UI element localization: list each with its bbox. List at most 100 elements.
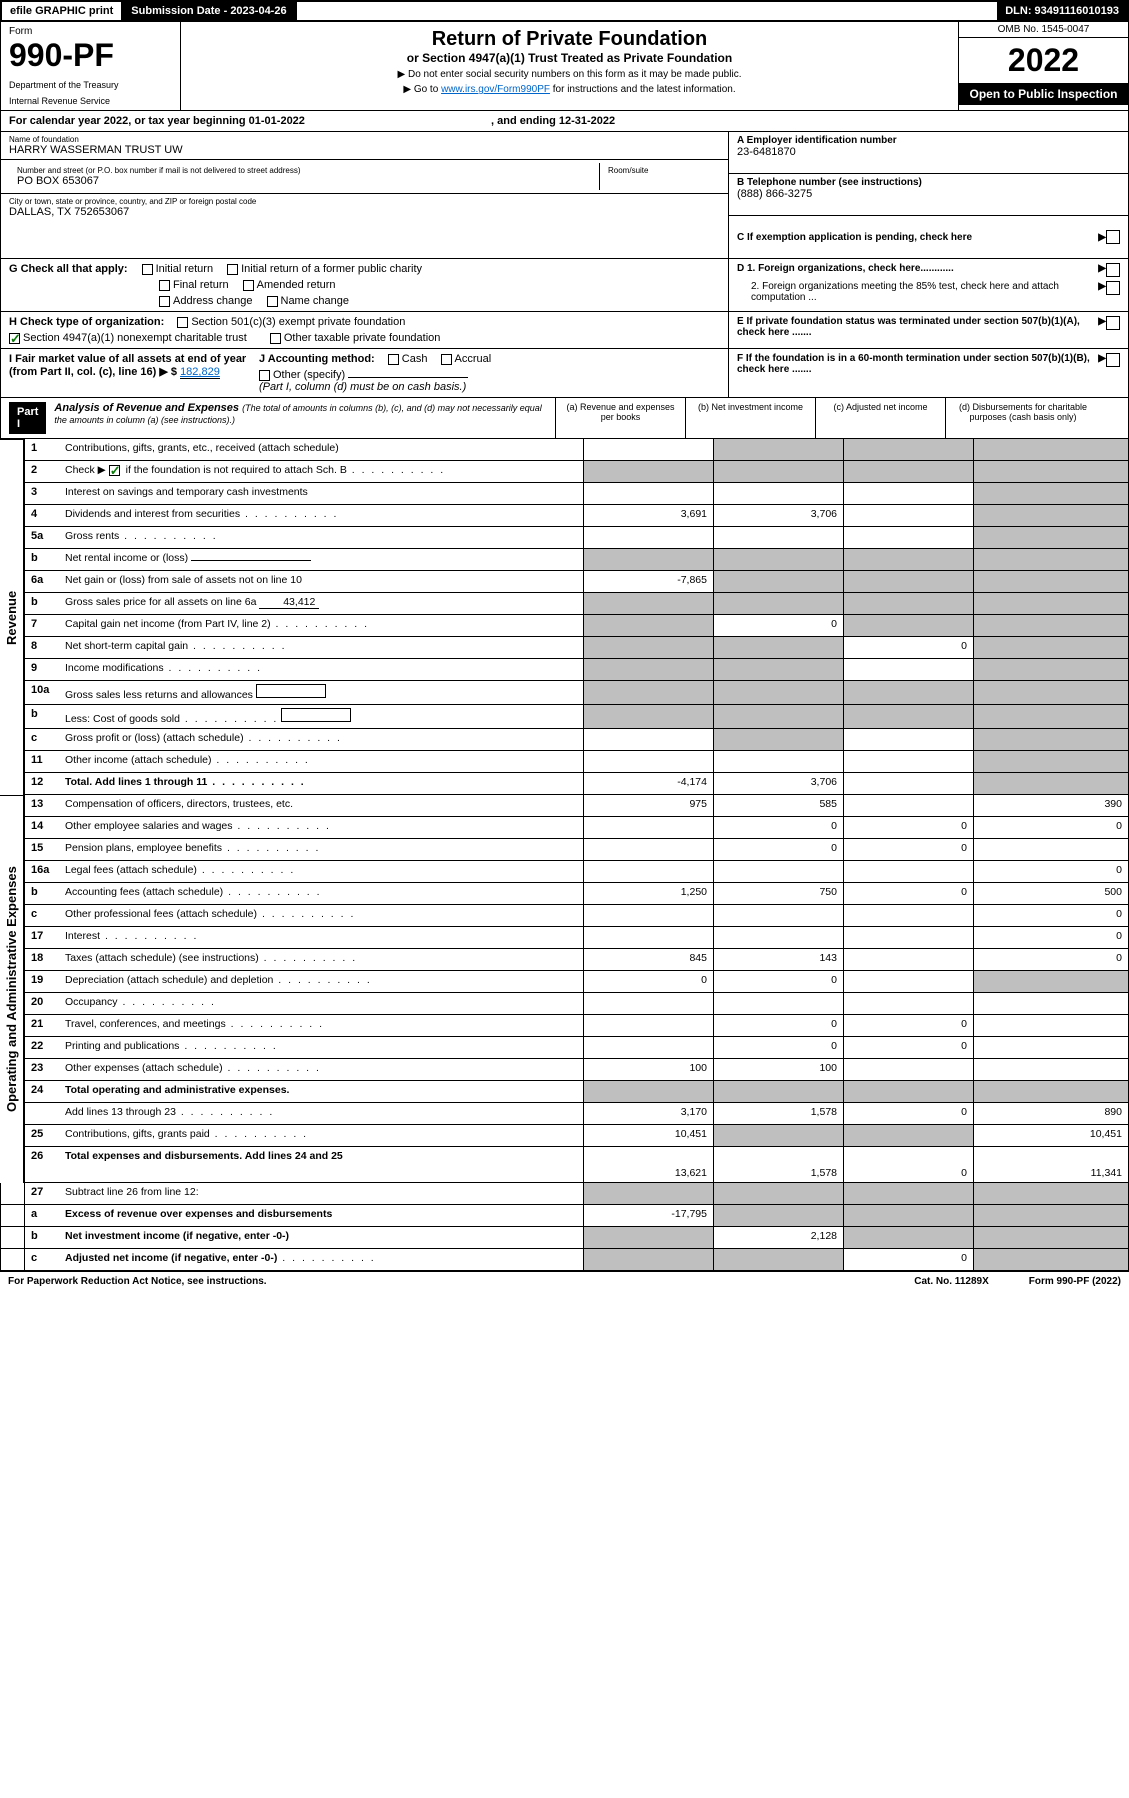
room-label: Room/suite (608, 166, 712, 175)
g-section: G Check all that apply: Initial return I… (0, 259, 1129, 312)
name-label: Name of foundation (9, 135, 720, 144)
h3-checkbox[interactable] (270, 333, 281, 344)
f-section: F If the foundation is in a 60-month ter… (728, 349, 1128, 397)
l3: Interest on savings and temporary cash i… (61, 483, 583, 504)
j-other-checkbox[interactable] (259, 370, 270, 381)
l16b: Accounting fees (attach schedule) (61, 883, 583, 904)
goto-pre: ▶ Go to (403, 84, 441, 95)
ij-section: I Fair market value of all assets at end… (0, 349, 1129, 398)
g-initial-public: Initial return of a former public charit… (241, 263, 422, 275)
e-label: E If private foundation status was termi… (737, 316, 1098, 338)
calendar-year-row: For calendar year 2022, or tax year begi… (0, 111, 1129, 132)
city-label: City or town, state or province, country… (9, 197, 720, 206)
i-value[interactable]: 182,829 (180, 366, 220, 379)
l5b: Net rental income or (loss) (61, 549, 583, 570)
entity-info: Name of foundation HARRY WASSERMAN TRUST… (0, 132, 1129, 259)
goto-post: for instructions and the latest informat… (550, 84, 736, 95)
g-final-checkbox[interactable] (159, 280, 170, 291)
l18: Taxes (attach schedule) (see instruction… (61, 949, 583, 970)
d2-checkbox[interactable] (1106, 281, 1120, 295)
c-checkbox[interactable] (1106, 230, 1120, 244)
top-bar: efile GRAPHIC print Submission Date - 20… (0, 0, 1129, 22)
g-name-checkbox[interactable] (267, 296, 278, 307)
d1-checkbox[interactable] (1106, 263, 1120, 277)
dept-irs: Internal Revenue Service (9, 96, 172, 106)
address-row: Number and street (or P.O. box number if… (1, 160, 728, 194)
h2-checkbox[interactable] (9, 333, 20, 344)
g-name: Name change (281, 295, 350, 307)
l20: Occupancy (61, 993, 583, 1014)
l10a: Gross sales less returns and allowances (61, 681, 583, 704)
l12: Total. Add lines 1 through 11 (61, 773, 583, 794)
l7: Capital gain net income (from Part IV, l… (61, 615, 583, 636)
footer-left: For Paperwork Reduction Act Notice, see … (8, 1276, 267, 1287)
revenue-label: Revenue (0, 439, 24, 795)
h-section: H Check type of organization: Section 50… (0, 312, 1129, 349)
l19: Depreciation (attach schedule) and deple… (61, 971, 583, 992)
ein-row: A Employer identification number 23-6481… (729, 132, 1128, 174)
foundation-name: HARRY WASSERMAN TRUST UW (9, 144, 720, 156)
l13: Compensation of officers, directors, tru… (61, 795, 583, 816)
form-subtitle: or Section 4947(a)(1) Trust Treated as P… (187, 51, 952, 65)
e-checkbox[interactable] (1106, 316, 1120, 330)
g-initial: Initial return (156, 263, 213, 275)
g-amended-checkbox[interactable] (243, 280, 254, 291)
l6b: Gross sales price for all assets on line… (61, 593, 583, 614)
form-number: 990-PF (9, 37, 172, 74)
l25: Contributions, gifts, grants paid (61, 1125, 583, 1146)
l16a: Legal fees (attach schedule) (61, 861, 583, 882)
j-cash: Cash (402, 353, 428, 365)
city-row: City or town, state or province, country… (1, 194, 728, 221)
h1-checkbox[interactable] (177, 317, 188, 328)
j-note: (Part I, column (d) must be on cash basi… (259, 381, 720, 393)
col-b-header: (b) Net investment income (685, 398, 815, 438)
form-header: Form 990-PF Department of the Treasury I… (0, 22, 1129, 111)
expenses-section: Operating and Administrative Expenses 13… (0, 795, 1129, 1183)
goto-note: ▶ Go to www.irs.gov/Form990PF for instru… (187, 84, 952, 95)
efile-print-button[interactable]: efile GRAPHIC print (2, 2, 123, 20)
g-address-checkbox[interactable] (159, 296, 170, 307)
form-label: Form (9, 26, 172, 37)
l27c: Adjusted net income (if negative, enter … (61, 1249, 583, 1270)
instructions-link[interactable]: www.irs.gov/Form990PF (441, 84, 550, 95)
l17: Interest (61, 927, 583, 948)
d1-label: D 1. Foreign organizations, check here..… (737, 263, 1098, 277)
l26: Total expenses and disbursements. Add li… (61, 1147, 583, 1182)
l21: Travel, conferences, and meetings (61, 1015, 583, 1036)
h3: Other taxable private foundation (284, 332, 441, 344)
dln: DLN: 93491116010193 (997, 2, 1127, 20)
foundation-name-row: Name of foundation HARRY WASSERMAN TRUST… (1, 132, 728, 160)
omb-number: OMB No. 1545-0047 (959, 22, 1128, 38)
revenue-section: Revenue 1Contributions, gifts, grants, e… (0, 439, 1129, 795)
tax-year: 2022 (959, 38, 1128, 83)
g-amended: Amended return (257, 279, 336, 291)
arrow-icon: ▶ (1098, 232, 1106, 243)
ein: 23-6481870 (737, 146, 1120, 158)
l8: Net short-term capital gain (61, 637, 583, 658)
parti-header-row: Part I Analysis of Revenue and Expenses … (0, 398, 1129, 439)
j-accrual-checkbox[interactable] (441, 354, 452, 365)
g-initial-public-checkbox[interactable] (227, 264, 238, 275)
dept-treasury: Department of the Treasury (9, 80, 172, 90)
calyear-begin: For calendar year 2022, or tax year begi… (9, 115, 305, 127)
l2-checkbox[interactable] (109, 465, 120, 476)
l9: Income modifications (61, 659, 583, 680)
form-title: Return of Private Foundation (187, 28, 952, 51)
address: PO BOX 653067 (17, 175, 591, 187)
l14: Other employee salaries and wages (61, 817, 583, 838)
e-section: E If private foundation status was termi… (728, 312, 1128, 348)
open-public-badge: Open to Public Inspection (959, 83, 1128, 105)
g-label: G Check all that apply: (9, 263, 128, 275)
city: DALLAS, TX 752653067 (9, 206, 720, 218)
j-accrual: Accrual (455, 353, 492, 365)
ein-label: A Employer identification number (737, 135, 1120, 146)
phone-row: B Telephone number (see instructions) (8… (729, 174, 1128, 216)
phone-label: B Telephone number (see instructions) (737, 177, 1120, 188)
l24b: Add lines 13 through 23 (61, 1103, 583, 1124)
phone: (888) 866-3275 (737, 188, 1120, 200)
submission-date: Submission Date - 2023-04-26 (123, 2, 296, 20)
footer: For Paperwork Reduction Act Notice, see … (0, 1271, 1129, 1291)
j-cash-checkbox[interactable] (388, 354, 399, 365)
f-checkbox[interactable] (1106, 353, 1120, 367)
g-initial-checkbox[interactable] (142, 264, 153, 275)
